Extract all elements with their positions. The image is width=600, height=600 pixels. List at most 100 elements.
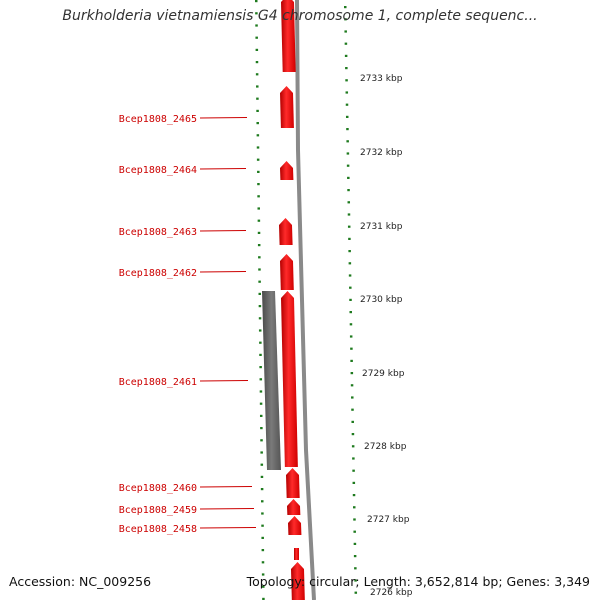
- ruler-tick-left: [258, 280, 261, 283]
- ruler-tick-right: [344, 30, 347, 33]
- ruler-tick-right: [350, 347, 353, 350]
- ruler-tick-right: [350, 384, 354, 387]
- ruler-tick-right: [352, 457, 355, 460]
- gene-arrow[interactable]: [288, 516, 302, 535]
- ruler-tick-left: [258, 317, 262, 320]
- ruler-tick-left: [257, 207, 260, 210]
- gene-arrow[interactable]: [281, 291, 298, 467]
- ruler-tick-left: [261, 573, 265, 576]
- ruler-tick-left: [262, 585, 265, 588]
- gene-track: [279, 0, 305, 600]
- ruler-left-track: [255, 0, 265, 600]
- gene-label[interactable]: Bcep1808_2464: [119, 165, 197, 176]
- ruler-tick-right: [349, 335, 353, 338]
- ruler-tick-right: [344, 54, 348, 57]
- kbp-label: 2730 kbp: [360, 295, 403, 305]
- ruler-tick-right: [353, 555, 357, 558]
- ruler-tick-right: [354, 567, 357, 570]
- ruler-tick-left: [258, 305, 262, 308]
- gene-arrow[interactable]: [287, 499, 301, 515]
- ruler-tick-right: [346, 140, 349, 143]
- gene-label-leader: [199, 230, 247, 232]
- gene-arrow[interactable]: [286, 468, 300, 498]
- gene-arrow[interactable]: [279, 218, 293, 245]
- ruler-tick-right: [350, 359, 353, 362]
- ruler-tick-right: [348, 262, 352, 265]
- gene-arrow[interactable]: [280, 86, 294, 128]
- ruler-tick-left: [255, 24, 258, 27]
- ruler-tick-right: [352, 481, 356, 484]
- gene-label[interactable]: Bcep1808_2458: [119, 524, 197, 535]
- ruler-tick-left: [260, 475, 264, 478]
- ruler-tick-left: [258, 256, 261, 259]
- map-title: Burkholderia vietnamiensis G4 chromosome…: [62, 8, 538, 24]
- gene-label-leader: [199, 508, 255, 510]
- gene-label-layer: Bcep1808_2465 Bcep1808_2464 Bcep1808_2463 B…: [119, 114, 257, 535]
- ruler-tick-right: [345, 79, 348, 82]
- ruler-tick-right: [347, 176, 350, 179]
- ruler-tick-right: [348, 237, 351, 240]
- ruler-tick-left: [259, 402, 263, 405]
- feature-gray-block: [262, 291, 281, 470]
- ruler-tick-right: [346, 128, 349, 131]
- ruler-tick-left: [260, 451, 263, 454]
- gene-label-leader: [199, 380, 249, 382]
- ruler-tick-right: [347, 225, 351, 228]
- kbp-label: 2732 kbp: [360, 148, 403, 158]
- gene-label[interactable]: Bcep1808_2461: [119, 377, 197, 388]
- ruler-tick-right: [351, 433, 355, 436]
- ruler-tick-left: [260, 439, 263, 442]
- ruler-tick-left: [261, 549, 265, 552]
- ruler-tick-right: [348, 250, 351, 253]
- ruler-tick-right: [349, 298, 352, 301]
- ruler-tick-right: [349, 286, 352, 289]
- gene-arrow-fragment[interactable]: [294, 548, 299, 560]
- ruler-tick-right: [351, 420, 354, 423]
- ruler-tick-right: [353, 506, 356, 509]
- gene-label[interactable]: Bcep1808_2459: [119, 505, 197, 516]
- ruler-tick-left: [256, 122, 259, 125]
- gene-label[interactable]: Bcep1808_2462: [119, 268, 197, 279]
- ruler-tick-left: [258, 292, 262, 295]
- gene-arrow[interactable]: [291, 562, 305, 600]
- ruler-tick-left: [257, 183, 260, 186]
- gene-label[interactable]: Bcep1808_2463: [119, 227, 197, 238]
- ruler-tick-left: [262, 597, 265, 600]
- ruler-tick-left: [259, 341, 262, 344]
- gene-arrow[interactable]: [281, 0, 296, 72]
- ruler-tick-right: [353, 542, 357, 545]
- ruler-tick-right: [351, 445, 355, 448]
- ruler-tick-right: [344, 42, 348, 45]
- kbp-label: 2729 kbp: [362, 369, 405, 379]
- ruler-tick-left: [257, 244, 261, 247]
- ruler-tick-left: [255, 73, 259, 76]
- ruler-tick-left: [256, 109, 259, 112]
- ruler-tick-left: [261, 524, 264, 527]
- ruler-tick-right: [347, 213, 351, 216]
- ruler-tick-left: [256, 85, 259, 88]
- ruler-tick-right: [354, 579, 357, 582]
- ruler-tick-left: [255, 48, 259, 51]
- ruler-tick-left: [256, 146, 260, 149]
- gene-arrow[interactable]: [280, 161, 294, 180]
- ruler-tick-left: [255, 61, 259, 64]
- ruler-tick-right: [353, 518, 356, 521]
- gene-arrow[interactable]: [280, 254, 294, 290]
- gene-label[interactable]: Bcep1808_2465: [119, 114, 197, 125]
- ruler-tick-left: [260, 488, 264, 491]
- gene-label[interactable]: Bcep1808_2460: [119, 483, 197, 494]
- ruler-tick-left: [259, 366, 262, 369]
- ruler-tick-left: [260, 463, 264, 466]
- ruler-tick-right: [347, 189, 350, 192]
- kbp-label: 2726 kbp: [370, 588, 413, 598]
- gene-label-leader: [199, 117, 248, 119]
- ruler-tick-left: [261, 512, 264, 515]
- ruler-tick-left: [259, 390, 263, 393]
- ruler-tick-left: [260, 427, 263, 430]
- ruler-tick-right: [351, 408, 354, 411]
- ruler-tick-left: [255, 0, 258, 3]
- ruler-tick-left: [257, 195, 260, 198]
- ruler-tick-left: [259, 414, 263, 417]
- ruler-tick-right: [344, 18, 347, 21]
